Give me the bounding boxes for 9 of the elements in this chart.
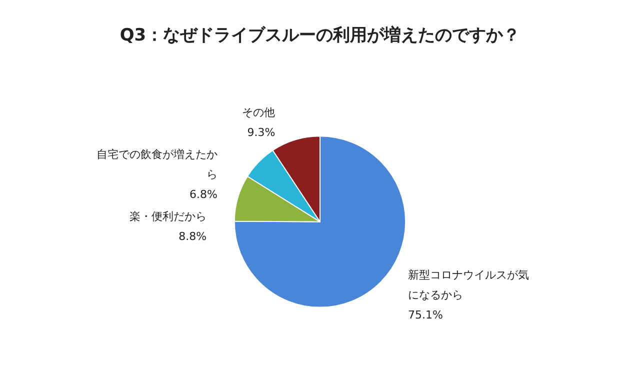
slice-label: 楽・便利だから xyxy=(130,210,207,224)
data-label: 6.8% xyxy=(189,188,218,202)
data-label: 8.8% xyxy=(178,230,207,244)
data-label: 9.3% xyxy=(247,126,276,140)
slice-label: その他 xyxy=(242,106,276,120)
chart-title: Q3：なぜドライブスルーの利用が増えたのですか？ xyxy=(120,24,520,46)
slice-label: 新型コロナウイルスが気になるから xyxy=(408,268,530,302)
data-label: 75.1% xyxy=(408,308,443,322)
slice-label: 自宅での飲食が増えたから xyxy=(96,148,218,182)
